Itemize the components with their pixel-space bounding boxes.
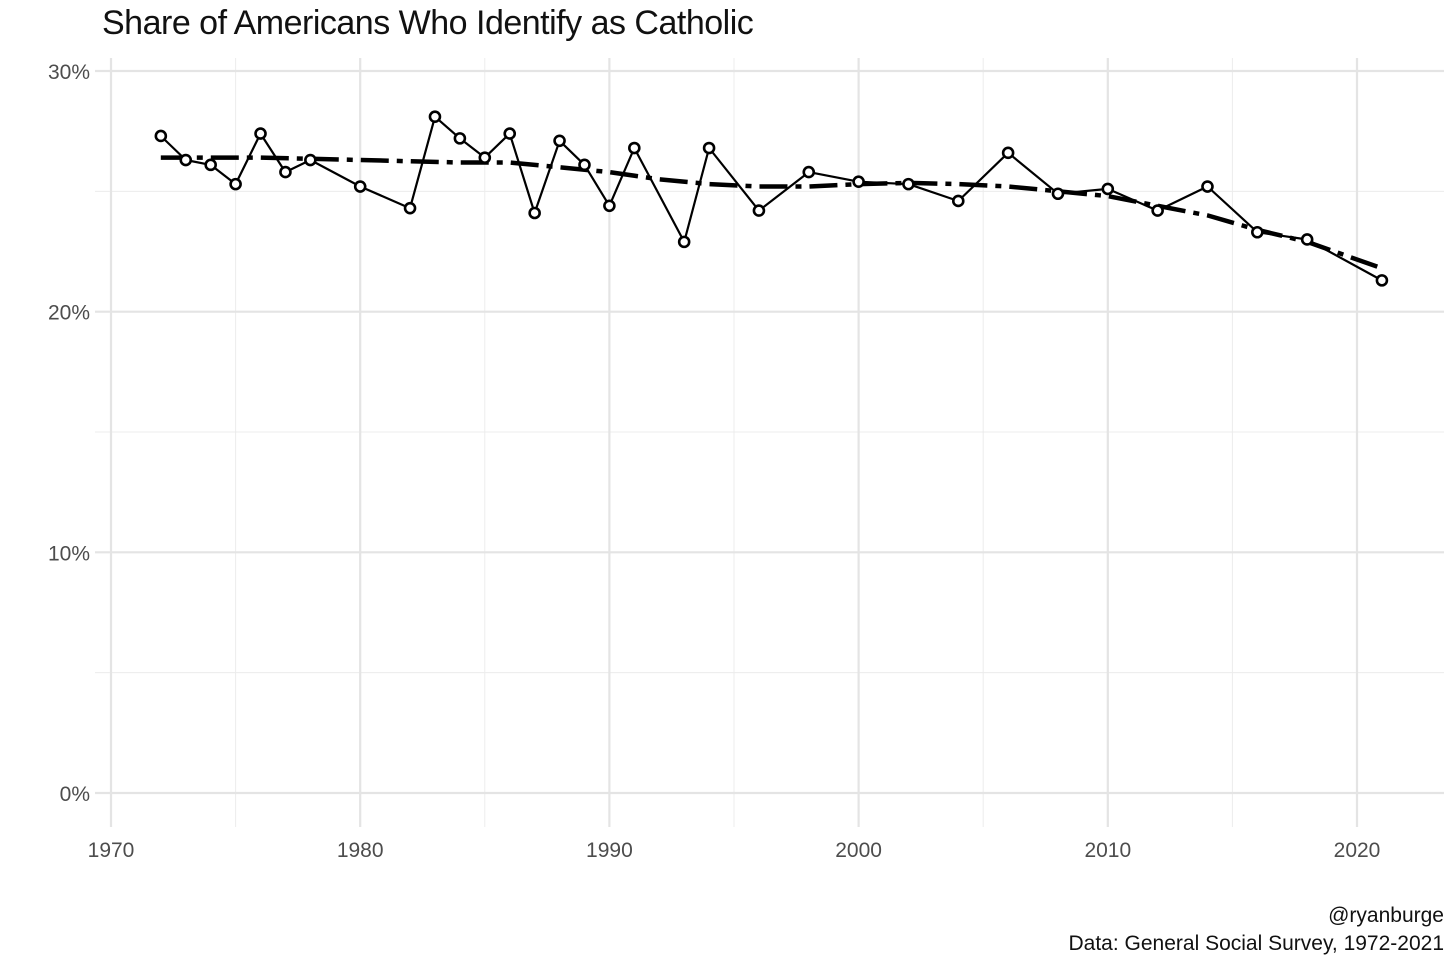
- chart-title: Share of Americans Who Identify as Catho…: [102, 4, 754, 42]
- data-point: [1001, 146, 1015, 160]
- caption-source: Data: General Social Survey, 1972-2021: [1068, 932, 1445, 955]
- x-tick-label: 1970: [88, 839, 135, 862]
- caption-handle: @ryanburge: [1328, 904, 1444, 927]
- data-point: [553, 134, 566, 148]
- data-point: [403, 201, 417, 215]
- data-point: [628, 141, 641, 155]
- data-point: [1375, 274, 1389, 287]
- data-point: [1151, 204, 1164, 217]
- trend-line-layer: [160, 155, 1383, 271]
- data-point: [154, 129, 168, 143]
- data-point: [702, 141, 716, 155]
- x-axis-tick-labels: 1970 1980 1990 2000 2010 2020: [88, 839, 1381, 862]
- y-tick-label: 10%: [48, 542, 90, 565]
- data-point: [578, 158, 591, 172]
- major-gridlines: [95, 58, 1444, 827]
- data-point: [229, 177, 242, 191]
- data-point: [677, 235, 691, 249]
- series-points-layer: [154, 110, 1389, 287]
- trend-line: [160, 155, 1383, 271]
- data-point: [852, 175, 865, 189]
- data-point: [179, 153, 193, 167]
- data-point: [478, 151, 492, 164]
- data-point: [902, 177, 915, 191]
- data-point: [1251, 225, 1264, 239]
- y-tick-label: 30%: [48, 61, 90, 84]
- data-point: [428, 110, 442, 124]
- data-point: [204, 158, 217, 172]
- data-point: [1300, 233, 1314, 246]
- y-axis-tick-labels: 0% 10% 20% 30%: [48, 61, 90, 806]
- data-point: [453, 132, 467, 145]
- data-point: [1051, 187, 1065, 201]
- x-tick-label: 2000: [835, 839, 882, 862]
- y-tick-label: 0%: [60, 783, 90, 806]
- data-point: [279, 165, 292, 179]
- data-point: [951, 194, 965, 208]
- data-point: [603, 199, 616, 213]
- data-point: [353, 180, 367, 193]
- data-point: [254, 127, 267, 140]
- data-point: [304, 153, 317, 167]
- data-point: [1101, 182, 1115, 196]
- minor-gridlines: [95, 58, 1444, 827]
- x-tick-label: 2010: [1084, 839, 1131, 862]
- data-point: [802, 165, 816, 179]
- data-point: [528, 206, 541, 220]
- x-tick-label: 1990: [586, 839, 633, 862]
- data-point: [1201, 180, 1214, 193]
- x-tick-label: 1980: [337, 839, 384, 862]
- data-point: [503, 127, 517, 140]
- data-point: [752, 204, 766, 217]
- y-tick-label: 20%: [48, 302, 90, 325]
- x-tick-label: 2020: [1334, 839, 1381, 862]
- series-line: [160, 115, 1383, 282]
- series-line-layer: [160, 115, 1383, 282]
